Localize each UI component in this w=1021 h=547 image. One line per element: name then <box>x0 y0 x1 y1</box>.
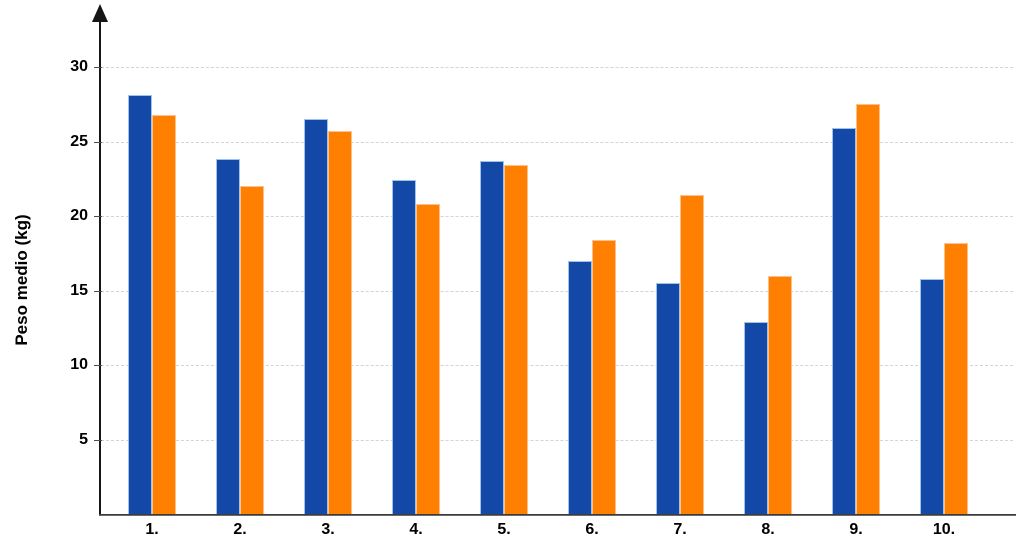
bar-series-blue-cat-4 <box>392 180 416 514</box>
y-tick-label: 20 <box>70 207 88 224</box>
x-tick-label: 9. <box>849 521 863 538</box>
y-gridline <box>101 439 1013 441</box>
y-axis-title: Peso medio (kg) <box>12 214 31 346</box>
y-gridline <box>101 216 1013 217</box>
bar-series-blue-cat-6 <box>568 260 592 514</box>
y-tick-mark <box>94 439 102 441</box>
bar-series-blue-cat-10 <box>920 278 944 514</box>
y-tick-label: 15 <box>70 281 88 299</box>
x-axis-line <box>99 514 1016 516</box>
y-tick-label: 5 <box>79 430 88 448</box>
bar-series-orange-cat-5 <box>504 165 528 514</box>
bar-series-orange-cat-4 <box>416 204 440 514</box>
y-gridline <box>101 290 1013 292</box>
x-tick-label: 2. <box>233 521 247 538</box>
y-tick-label: 25 <box>70 132 88 150</box>
y-tick-mark <box>94 141 102 143</box>
bar-series-blue-cat-1 <box>128 95 152 514</box>
y-gridline <box>101 365 1013 366</box>
y-tick-mark <box>94 290 102 292</box>
y-tick-label: 10 <box>70 356 88 373</box>
bar-series-orange-cat-10 <box>944 242 968 514</box>
bar-series-orange-cat-7 <box>680 195 704 514</box>
x-tick-label: 7. <box>673 521 687 538</box>
bar-series-blue-cat-5 <box>480 160 504 514</box>
bar-series-blue-cat-9 <box>832 128 856 514</box>
bar-series-blue-cat-8 <box>744 321 768 514</box>
x-tick-label: 10. <box>932 521 956 538</box>
x-tick-label: 6. <box>585 521 599 538</box>
x-tick-label: 4. <box>409 521 423 538</box>
x-tick-label: 5. <box>497 521 511 538</box>
bar-series-orange-cat-3 <box>328 131 352 514</box>
bar-series-orange-cat-9 <box>856 104 880 514</box>
y-axis-arrow-icon <box>92 4 108 22</box>
bar-series-orange-cat-2 <box>240 186 264 514</box>
y-tick-mark <box>94 67 102 68</box>
bar-series-blue-cat-3 <box>304 119 328 514</box>
bar-series-blue-cat-2 <box>216 159 240 514</box>
x-tick-label: 8. <box>761 521 775 538</box>
y-gridline <box>101 141 1013 143</box>
y-tick-mark <box>94 216 102 217</box>
y-gridline <box>101 67 1013 68</box>
bar-series-orange-cat-8 <box>768 275 792 514</box>
y-tick-mark <box>94 365 102 366</box>
bar-series-orange-cat-6 <box>592 239 616 514</box>
bar-series-orange-cat-1 <box>152 114 176 514</box>
y-axis-line <box>99 10 101 516</box>
bar-series-blue-cat-7 <box>656 283 680 514</box>
x-tick-label: 3. <box>321 521 335 538</box>
x-tick-label: 1. <box>145 521 159 538</box>
y-tick-label: 30 <box>70 58 88 75</box>
